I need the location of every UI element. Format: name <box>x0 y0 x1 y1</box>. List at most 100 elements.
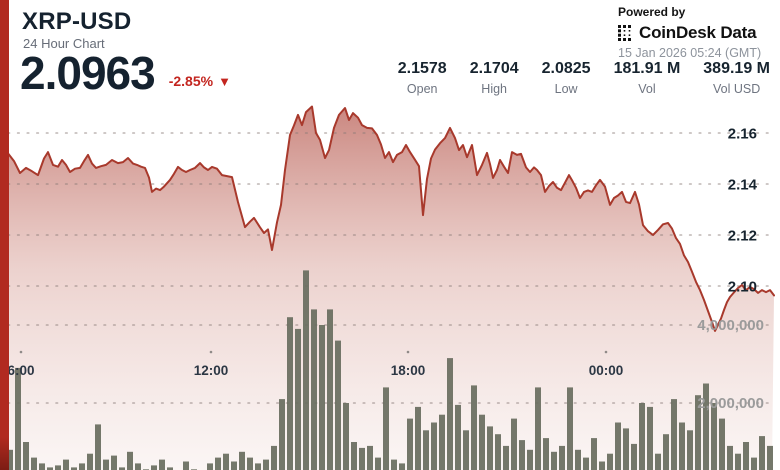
down-arrow-icon: ▼ <box>218 73 231 89</box>
volume-bar <box>679 422 685 470</box>
chart-gridlines <box>7 132 776 404</box>
axis-labels: 2.16 2.14 2.12 2.10 4,000,000 2,000,000 6:00 12… <box>7 126 764 413</box>
volume-bar <box>15 367 21 470</box>
stat-open: 2.1578 Open <box>398 60 447 96</box>
volume-bar <box>471 385 477 470</box>
volume-bar <box>295 328 301 470</box>
volume-bar <box>591 438 597 470</box>
volume-bar <box>535 387 541 470</box>
volume-bar <box>743 442 749 470</box>
time-tick-dot <box>406 350 410 354</box>
stat-open-label: Open <box>406 82 438 96</box>
volume-bar <box>319 325 325 470</box>
volume-bar <box>247 457 253 470</box>
stat-high: 2.1704 High <box>470 60 519 96</box>
stat-low-label: Low <box>554 82 578 96</box>
volume-bar <box>703 383 709 470</box>
volume-bar <box>231 461 237 470</box>
volume-bar <box>431 422 437 470</box>
volume-bar <box>279 399 285 470</box>
volume-bar <box>359 447 365 470</box>
volume-bar <box>719 418 725 470</box>
symbol-title: XRP-USD <box>22 8 132 35</box>
volume-bar <box>735 453 741 470</box>
volume-bar <box>447 358 453 470</box>
volume-bar <box>455 404 461 470</box>
volume-bar <box>391 459 397 470</box>
volume-bar <box>615 422 621 470</box>
volume-bar <box>263 459 269 470</box>
volume-bar <box>479 414 485 470</box>
stat-vol-value: 181.91 M <box>613 60 681 77</box>
time-axis-label: 00:00 <box>589 363 624 378</box>
volume-bar <box>79 463 85 470</box>
volume-bar <box>519 440 525 470</box>
volume-bar <box>239 451 245 470</box>
stats-row: 2.1578 Open 2.1704 High 2.0825 Low 181.9… <box>398 60 770 96</box>
volume-bar <box>663 434 669 470</box>
volume-bar <box>599 461 605 470</box>
volume-bar <box>55 465 61 470</box>
volume-bar <box>327 309 333 470</box>
volume-bar <box>639 403 645 470</box>
volume-bar <box>711 403 717 470</box>
time-axis-label: 18:00 <box>391 363 426 378</box>
price-row: 2.0963 -2.85% ▼ <box>20 50 231 96</box>
volume-bar <box>367 445 373 470</box>
price-axis-label: 2.10 <box>728 279 757 296</box>
volume-bar <box>727 445 733 470</box>
volume-bar <box>127 451 133 470</box>
volume-bar <box>695 395 701 470</box>
volume-bar <box>751 457 757 470</box>
volume-bar <box>207 463 213 470</box>
volume-bar <box>311 309 317 470</box>
brand-row[interactable]: CoinDesk Data <box>618 23 761 43</box>
price-axis-label: 2.12 <box>728 228 757 245</box>
volume-bar <box>543 438 549 470</box>
time-tick-dot <box>209 350 213 354</box>
volume-bar <box>671 399 677 470</box>
left-accent-bar <box>0 0 9 470</box>
volume-bar <box>343 403 349 470</box>
volume-bar <box>383 387 389 470</box>
volume-bar <box>687 430 693 470</box>
volume-bar <box>415 406 421 470</box>
volume-bar <box>655 453 661 470</box>
stat-vol-usd-label: Vol USD <box>713 82 761 96</box>
volume-bar <box>167 467 173 470</box>
volume-bar <box>767 445 773 470</box>
price-line <box>7 105 775 332</box>
volume-bar <box>351 442 357 470</box>
price-change: -2.85% ▼ <box>169 73 231 96</box>
chart-period-label: 24 Hour Chart <box>23 36 105 51</box>
volume-bar <box>335 340 341 470</box>
stat-vol-usd: 389.19 M Vol USD <box>703 60 770 96</box>
volume-bar <box>631 443 637 470</box>
price-volume-chart[interactable]: 2.16 2.14 2.12 2.10 4,000,000 2,000,000 6:00 12… <box>0 100 780 470</box>
volume-bar <box>759 436 765 470</box>
volume-bar <box>271 445 277 470</box>
stat-high-label: High <box>481 82 508 96</box>
volume-bar <box>103 459 109 470</box>
volume-bar <box>527 449 533 470</box>
volume-bar <box>151 465 157 470</box>
volume-bar <box>503 445 509 470</box>
coindesk-logo-icon <box>618 25 631 41</box>
volume-bar <box>567 387 573 470</box>
volume-bar <box>7 449 13 470</box>
volume-bar <box>23 442 29 470</box>
volume-bar <box>559 445 565 470</box>
volume-bar <box>111 455 117 470</box>
volume-bar <box>463 430 469 470</box>
volume-bar <box>215 457 221 470</box>
volume-bar <box>287 317 293 470</box>
volume-bar <box>119 467 125 470</box>
volume-bar <box>647 406 653 470</box>
volume-bar <box>583 457 589 470</box>
stat-open-value: 2.1578 <box>397 60 447 77</box>
time-axis-label: 12:00 <box>194 363 229 378</box>
volume-axis-label: 2,000,000 <box>697 395 764 412</box>
stat-vol: 181.91 M Vol <box>614 60 681 96</box>
volume-bar <box>135 463 141 470</box>
